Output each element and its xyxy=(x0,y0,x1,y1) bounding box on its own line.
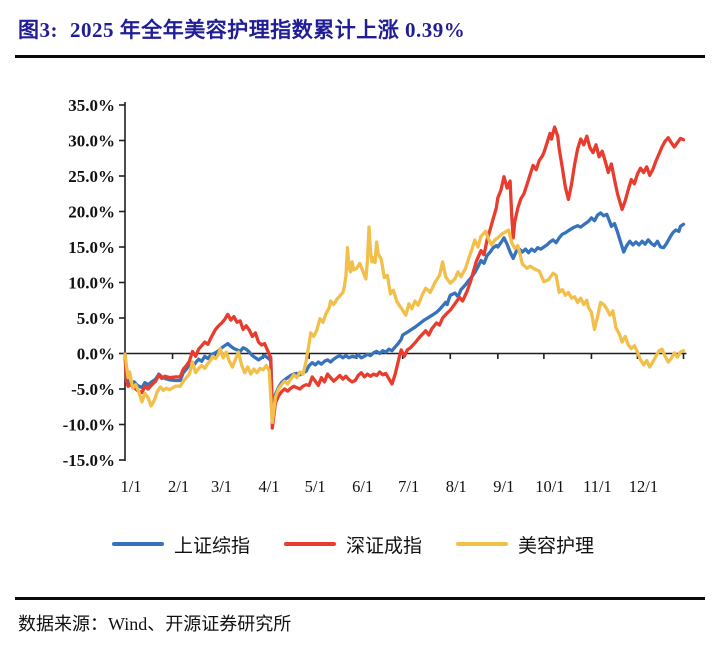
y-axis-tick-label: 15.0% xyxy=(68,238,115,257)
figure-title-text: 2025 年全年美容护理指数累计上涨 0.39% xyxy=(70,18,466,42)
y-axis-tick-label: 30.0% xyxy=(68,132,115,151)
x-axis-tick-label: 8/1 xyxy=(446,477,467,496)
x-axis-tick-label: 5/1 xyxy=(305,477,326,496)
x-axis-tick-label: 3/1 xyxy=(211,477,232,496)
y-axis-tick-label: -15.0% xyxy=(63,451,115,470)
y-axis-tick-label: 25.0% xyxy=(68,167,115,186)
legend-item-shenzhen-component: 深证成指 xyxy=(284,531,422,558)
x-axis-tick-label: 2/1 xyxy=(168,477,189,496)
y-axis-tick-label: 0.0% xyxy=(77,345,115,364)
legend-item-beauty-care: 美容护理 xyxy=(456,531,594,558)
y-axis-tick-label: -5.0% xyxy=(71,380,115,399)
x-axis-tick-label: 6/1 xyxy=(352,477,373,496)
x-axis-tick-label: 12/1 xyxy=(629,477,658,496)
y-axis-tick-label: -10.0% xyxy=(63,416,115,435)
y-axis-tick-label: 35.0% xyxy=(68,96,115,115)
series-line-2 xyxy=(123,225,686,425)
series-line-1 xyxy=(123,125,686,430)
legend-label: 深证成指 xyxy=(346,535,423,557)
x-axis-tick-label: 9/1 xyxy=(493,477,514,496)
footer-divider xyxy=(15,597,705,600)
x-axis-tick-label: 7/1 xyxy=(398,477,419,496)
x-axis-tick-label: 10/1 xyxy=(535,477,564,496)
data-source: 数据来源：Wind、开源证券研究所 xyxy=(18,614,292,634)
legend-swatch-blue xyxy=(112,542,164,546)
legend-item-shanghai-composite: 上证综指 xyxy=(112,531,250,558)
legend-swatch-red xyxy=(284,542,337,546)
chart-legend: 上证综指 深证成指 美容护理 xyxy=(112,530,692,558)
x-axis-tick-label: 1/1 xyxy=(120,477,141,496)
y-axis-tick-label: 10.0% xyxy=(68,274,115,293)
y-axis-tick-label: 5.0% xyxy=(77,309,115,328)
figure-number: 图3: xyxy=(18,18,58,42)
legend-label: 美容护理 xyxy=(518,535,595,557)
x-axis-tick-label: 4/1 xyxy=(259,477,280,496)
figure-title: 图3: 2025 年全年美容护理指数累计上涨 0.39% xyxy=(18,14,708,44)
legend-label: 上证综指 xyxy=(174,535,251,557)
series-line-0 xyxy=(123,211,686,407)
y-axis-tick-label: 20.0% xyxy=(68,203,115,222)
title-divider xyxy=(15,55,705,58)
legend-swatch-yellow xyxy=(456,542,509,546)
x-axis-tick-label: 11/1 xyxy=(583,477,612,496)
